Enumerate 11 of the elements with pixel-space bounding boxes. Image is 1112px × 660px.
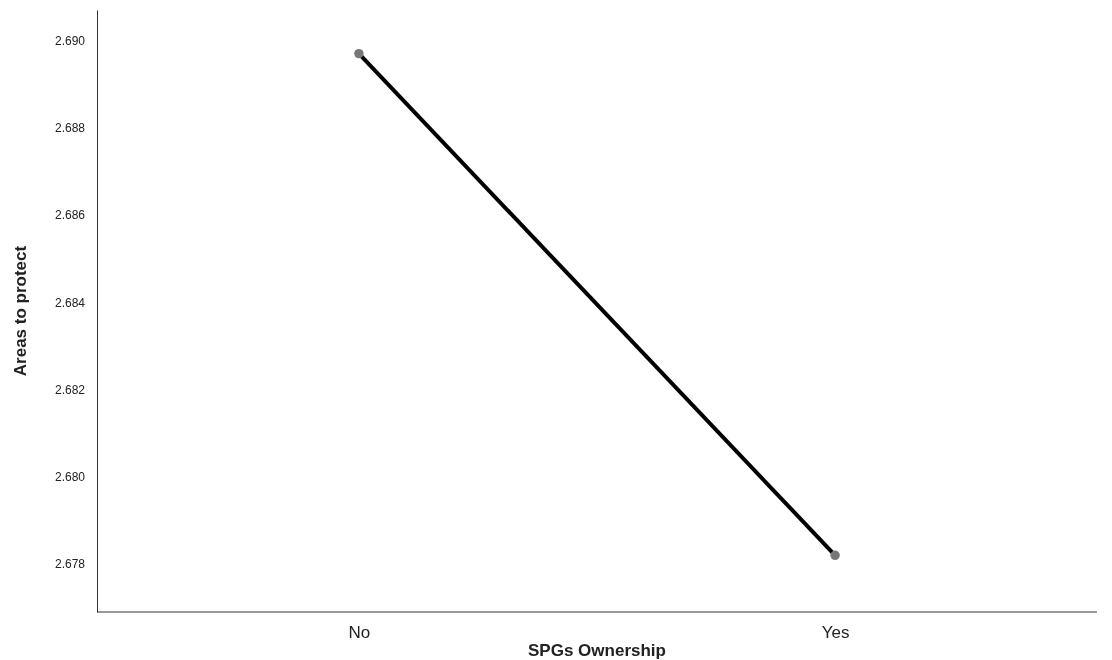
y-tick-label: 2.690 [54,33,86,48]
y-tick-label: 2.688 [54,121,86,136]
y-tick-label: 2.682 [54,382,86,397]
x-tick-label: No [348,623,371,643]
y-tick-label: 2.678 [54,557,86,572]
x-axis-title: SPGs Ownership [528,641,666,660]
y-tick-label: 2.680 [54,470,86,485]
y-axis-title: Areas to protect [11,245,30,377]
x-tick-label: Yes [821,623,850,643]
y-tick-label: 2.684 [54,295,86,310]
y-tick-label: 2.686 [54,208,86,223]
